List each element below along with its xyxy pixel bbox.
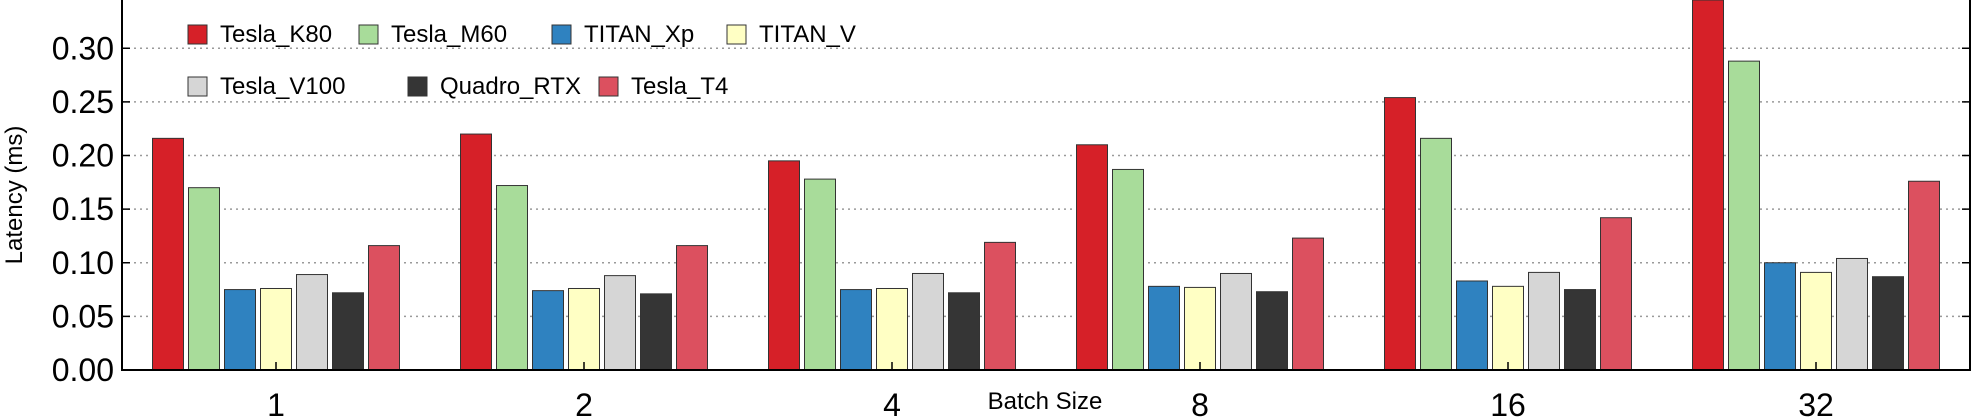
bar-Quadro_RTX-32: [1872, 276, 1904, 371]
x-tick-label: 32: [1798, 387, 1834, 419]
legend-label: Tesla_M60: [391, 21, 507, 48]
bar-TITAN_Xp-32: [1764, 262, 1796, 371]
x-axis-title: Batch Size: [988, 388, 1103, 415]
y-axis-title: Latency (ms): [1, 126, 28, 265]
bar-TITAN_V-1: [260, 287, 292, 371]
legend-label: Tesla_V100: [220, 73, 345, 100]
bar-Tesla_M60-4: [804, 178, 836, 371]
bar-Quadro_RTX-1: [332, 292, 364, 371]
legend-label: Tesla_K80: [220, 21, 332, 48]
bars: [152, 0, 1940, 371]
legend-swatch: [358, 24, 379, 45]
bar-Tesla_M60-2: [496, 185, 528, 371]
bar-Tesla_K80-8: [1076, 144, 1108, 371]
y-tick-label: 0.25: [52, 84, 114, 120]
gridlines: [122, 47, 1970, 318]
legend-swatch: [407, 76, 428, 97]
bar-Tesla_M60-1: [188, 187, 220, 371]
y-axis-ticks: 0.00 0.05 0.10 0.15 0.20 0.25 0.30: [52, 30, 1970, 388]
x-tick-label: 16: [1490, 387, 1526, 419]
bar-TITAN_Xp-8: [1148, 285, 1180, 371]
bar-Tesla_M60-32: [1728, 60, 1760, 371]
bar-Tesla_V100-2: [604, 275, 636, 371]
y-tick-label: 0.05: [52, 298, 114, 334]
bar-Tesla_V100-16: [1528, 271, 1560, 371]
bar-Tesla_T4-16: [1600, 217, 1632, 371]
bar-Tesla_T4-8: [1292, 237, 1324, 371]
y-tick-label: 0.15: [52, 191, 114, 227]
bar-TITAN_V-8: [1184, 286, 1216, 371]
legend-label: Tesla_T4: [631, 73, 728, 100]
y-tick-label: 0.20: [52, 138, 114, 174]
y-tick-label: 0.30: [52, 30, 114, 66]
bar-Quadro_RTX-2: [640, 293, 672, 371]
bar-Quadro_RTX-4: [948, 292, 980, 371]
bar-TITAN_V-4: [876, 287, 908, 371]
bar-Tesla_V100-1: [296, 274, 328, 371]
x-axis-ticks: 1 2 4 8 16 32: [267, 362, 1834, 419]
bar-TITAN_V-16: [1492, 285, 1524, 371]
bar-Tesla_T4-1: [368, 245, 400, 371]
x-tick-label: 4: [883, 387, 901, 419]
bar-Tesla_T4-32: [1908, 180, 1940, 371]
bar-Tesla_K80-32: [1692, 0, 1724, 371]
bar-Quadro_RTX-16: [1564, 289, 1596, 371]
legend-label: TITAN_Xp: [584, 21, 694, 48]
bar-Tesla_K80-16: [1384, 97, 1416, 371]
bar-TITAN_Xp-4: [840, 289, 872, 371]
bar-Tesla_V100-32: [1836, 257, 1868, 371]
x-tick-label: 8: [1191, 387, 1209, 419]
y-tick-label: 0.00: [52, 352, 114, 388]
bar-Quadro_RTX-8: [1256, 291, 1288, 371]
bar-Tesla_M60-16: [1420, 137, 1452, 371]
legend-swatch: [726, 24, 747, 45]
bar-Tesla_K80-4: [768, 160, 800, 371]
bar-Tesla_T4-4: [984, 241, 1016, 371]
legend: Tesla_K80 Tesla_M60 TITAN_Xp TITAN_V Tesla_V…: [187, 21, 856, 100]
legend-label: TITAN_V: [759, 21, 856, 48]
legend-swatch: [598, 76, 619, 97]
x-tick-label: 1: [267, 387, 285, 419]
bar-Tesla_T4-2: [676, 245, 708, 371]
legend-label: Quadro_RTX: [440, 73, 581, 100]
bar-Tesla_M60-8: [1112, 168, 1144, 371]
y-tick-label: 0.10: [52, 245, 114, 281]
plot-frame: [121, 0, 1971, 371]
bar-TITAN_Xp-2: [532, 290, 564, 371]
bar-Tesla_V100-8: [1220, 272, 1252, 371]
legend-swatch: [551, 24, 572, 45]
bar-TITAN_V-2: [568, 287, 600, 371]
legend-swatch: [187, 76, 208, 97]
bar-TITAN_V-32: [1800, 271, 1832, 371]
bar-Tesla_V100-4: [912, 272, 944, 371]
bar-Tesla_K80-1: [152, 137, 184, 371]
legend-swatch: [187, 24, 208, 45]
bar-TITAN_Xp-16: [1456, 280, 1488, 371]
x-tick-label: 2: [575, 387, 593, 419]
bar-TITAN_Xp-1: [224, 289, 256, 371]
bar-Tesla_K80-2: [460, 133, 492, 371]
